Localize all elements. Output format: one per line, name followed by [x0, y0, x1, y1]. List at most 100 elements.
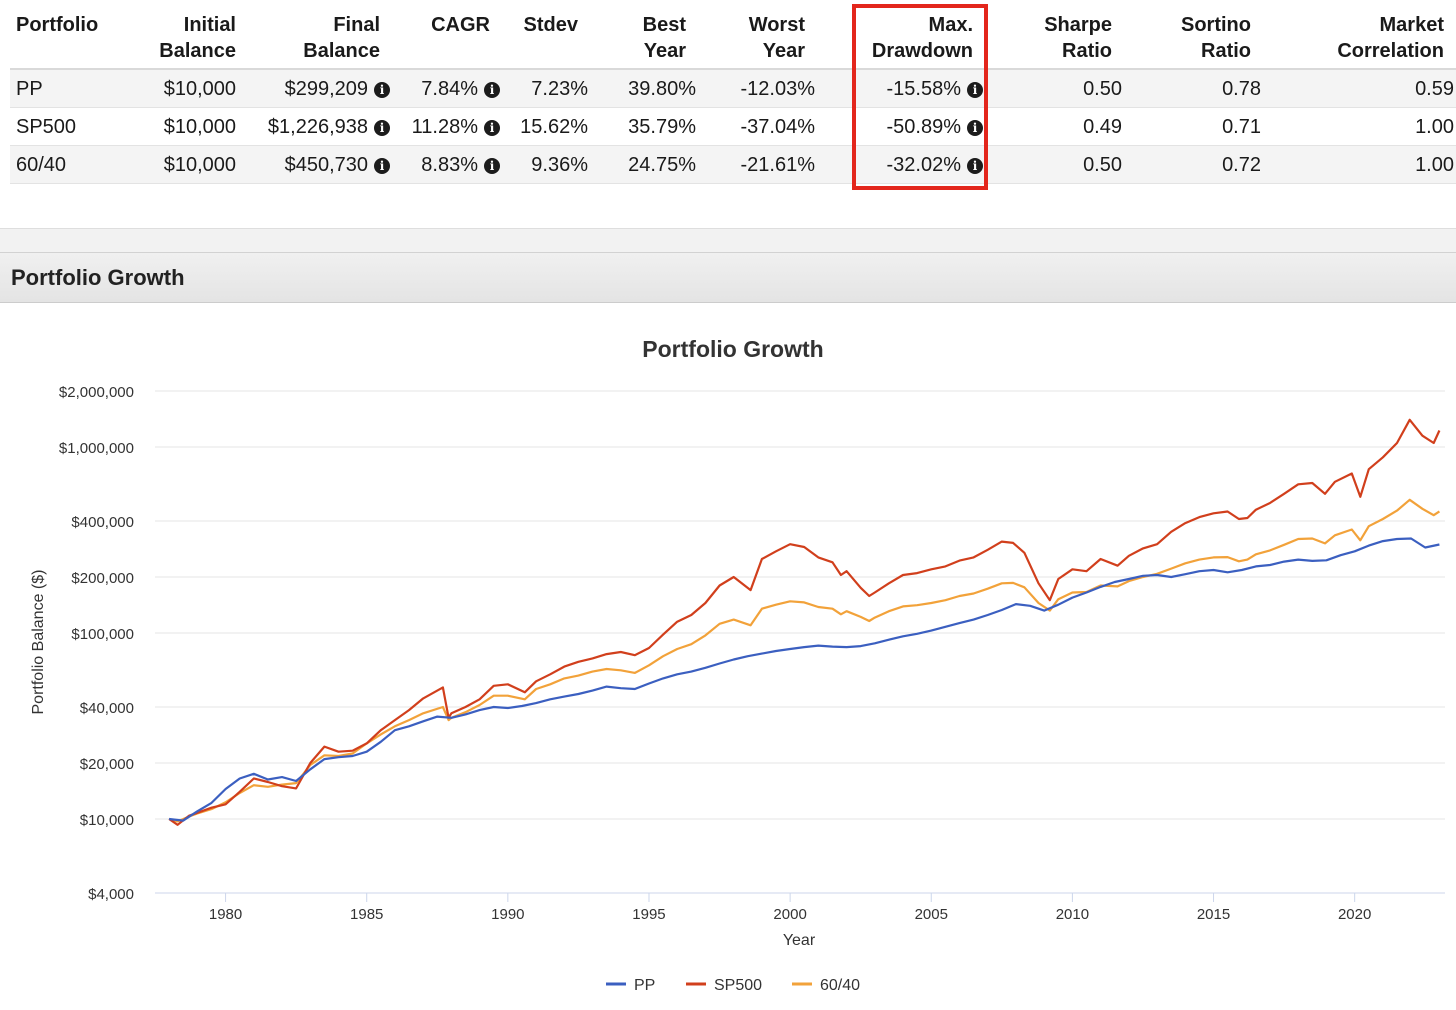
series-lines — [168, 418, 1441, 826]
final-balance-cell: $450,730 i — [285, 146, 390, 183]
market-correlation-value: 0.59 — [1415, 78, 1454, 100]
final-balance-cell: $1,226,938 i — [268, 108, 390, 145]
worst-year-value: -37.04% — [740, 116, 816, 138]
max-drawdown-cell: -32.02% i — [886, 146, 983, 183]
info-circle-icon[interactable]: i — [967, 82, 983, 98]
y-tick-label: $4,000 — [88, 886, 134, 903]
header-worst-year: Worst Year — [748, 14, 805, 62]
final-balance-value: $450,730 — [284, 154, 368, 176]
x-tick-label: 2015 — [1197, 906, 1230, 923]
max-drawdown-value: -15.58% — [886, 78, 962, 100]
y-axis-ticks: $4,000 $10,000 $20,000 $40,000 $100,000 $200,… — [59, 384, 134, 903]
header-initial-balance: Initial Balance — [159, 14, 236, 62]
info-circle-icon[interactable]: i — [374, 158, 390, 174]
initial-balance-value: $10,000 — [163, 154, 236, 176]
series-line-60-40 — [168, 498, 1441, 823]
x-tick-label: 2005 — [915, 906, 948, 923]
header-cagr: CAGR — [431, 14, 490, 36]
legend-label: SP500 — [714, 977, 762, 994]
worst-year-value: -21.61% — [740, 154, 816, 176]
info-circle-icon[interactable]: i — [967, 120, 983, 136]
initial-balance-value: $10,000 — [163, 116, 236, 138]
worst-year-value: -12.03% — [740, 78, 816, 100]
cagr-value: 11.28% — [411, 116, 478, 138]
stdev-value: 15.62% — [520, 116, 588, 138]
stdev-value: 7.23% — [531, 78, 588, 100]
max-drawdown-cell: -15.58% i — [886, 70, 983, 107]
max-drawdown-value: -50.89% — [886, 116, 962, 138]
section-title: Portfolio Growth — [11, 265, 185, 290]
legend-item[interactable]: 60/40 — [792, 977, 860, 994]
info-circle-icon[interactable]: i — [374, 120, 390, 136]
x-tick-label: 1995 — [632, 906, 665, 923]
y-tick-label: $20,000 — [80, 756, 134, 773]
cagr-value: 7.84% — [421, 78, 478, 100]
x-tick-label: 1990 — [491, 906, 524, 923]
series-line-SP500 — [168, 418, 1441, 826]
table-row: PP $10,000 $299,209 i 7.84% i 7.23% 39.80%… — [10, 70, 1456, 108]
info-circle-icon[interactable]: i — [484, 158, 500, 174]
sortino-ratio-value: 0.78 — [1222, 78, 1261, 100]
y-tick-label: $2,000,000 — [59, 384, 134, 401]
gridlines — [155, 390, 1445, 894]
info-circle-icon[interactable]: i — [484, 82, 500, 98]
y-tick-label: $200,000 — [71, 570, 134, 587]
section-divider — [0, 228, 1456, 253]
y-tick-label: $100,000 — [71, 626, 134, 643]
market-correlation-value: 1.00 — [1415, 116, 1454, 138]
final-balance-cell: $299,209 i — [285, 70, 390, 107]
sortino-ratio-value: 0.71 — [1222, 116, 1261, 138]
table-row: 60/40 $10,000 $450,730 i 8.83% i 9.36% 24.… — [10, 146, 1456, 184]
header-stdev: Stdev — [523, 14, 578, 36]
portfolio-name: 60/40 — [16, 154, 67, 176]
header-max-drawdown: Max. Drawdown — [871, 14, 973, 62]
best-year-value: 24.75% — [628, 154, 696, 176]
max-drawdown-value: -32.02% — [886, 154, 962, 176]
cagr-cell: 8.83% i — [421, 146, 500, 183]
y-tick-label: $40,000 — [80, 700, 134, 717]
final-balance-value: $1,226,938 — [267, 116, 368, 138]
cagr-value: 8.83% — [421, 154, 478, 176]
header-market-correlation: Market Correlation — [1337, 14, 1444, 62]
x-axis-label: Year — [783, 932, 816, 949]
header-portfolio: Portfolio — [16, 14, 99, 36]
portfolio-name: SP500 — [16, 116, 77, 138]
final-balance-value: $299,209 — [284, 78, 368, 100]
header-sortino-ratio: Sortino Ratio — [1181, 14, 1251, 62]
header-final-balance: Final Balance — [303, 14, 380, 62]
cagr-cell: 7.84% i — [421, 70, 500, 107]
initial-balance-value: $10,000 — [163, 78, 236, 100]
portfolio-growth-section-header[interactable]: Portfolio Growth — [0, 252, 1456, 303]
x-axis-ticks: 1980 1985 1990 1995 2000 2005 2010 2015 2020 — [209, 893, 1371, 923]
portfolio-growth-chart: Portfolio Growth $4,000 $10,000 $20,000 $40… — [30, 336, 1445, 994]
x-tick-label: 2010 — [1056, 906, 1089, 923]
legend-label: 60/40 — [820, 977, 860, 994]
sharpe-ratio-value: 0.49 — [1083, 116, 1122, 138]
series-line-PP — [168, 537, 1440, 822]
portfolio-stats-table: Portfolio Initial Balance Final Balance CA… — [0, 0, 1456, 190]
cagr-cell: 11.28% i — [412, 108, 500, 145]
y-axis-label: Portfolio Balance ($) — [30, 570, 47, 715]
best-year-value: 35.79% — [628, 116, 696, 138]
info-circle-icon[interactable]: i — [374, 82, 390, 98]
legend-item[interactable]: PP — [606, 977, 655, 994]
legend-item[interactable]: SP500 — [686, 977, 762, 994]
legend: PP SP500 60/40 — [606, 977, 860, 994]
y-tick-label: $1,000,000 — [59, 440, 134, 457]
header-sharpe-ratio: Sharpe Ratio — [1044, 14, 1112, 62]
market-correlation-value: 1.00 — [1415, 154, 1454, 176]
x-tick-label: 1980 — [209, 906, 242, 923]
sharpe-ratio-value: 0.50 — [1083, 78, 1122, 100]
max-drawdown-highlight-box — [852, 4, 988, 190]
max-drawdown-cell: -50.89% i — [886, 108, 983, 145]
sortino-ratio-value: 0.72 — [1222, 154, 1261, 176]
sharpe-ratio-value: 0.50 — [1083, 154, 1122, 176]
header-divider — [10, 68, 1456, 70]
y-tick-label: $400,000 — [71, 514, 134, 531]
x-tick-label: 2020 — [1338, 906, 1371, 923]
chart-title: Portfolio Growth — [642, 336, 823, 362]
header-best-year: Best Year — [642, 14, 686, 62]
info-circle-icon[interactable]: i — [967, 158, 983, 174]
info-circle-icon[interactable]: i — [484, 120, 500, 136]
best-year-value: 39.80% — [628, 78, 696, 100]
